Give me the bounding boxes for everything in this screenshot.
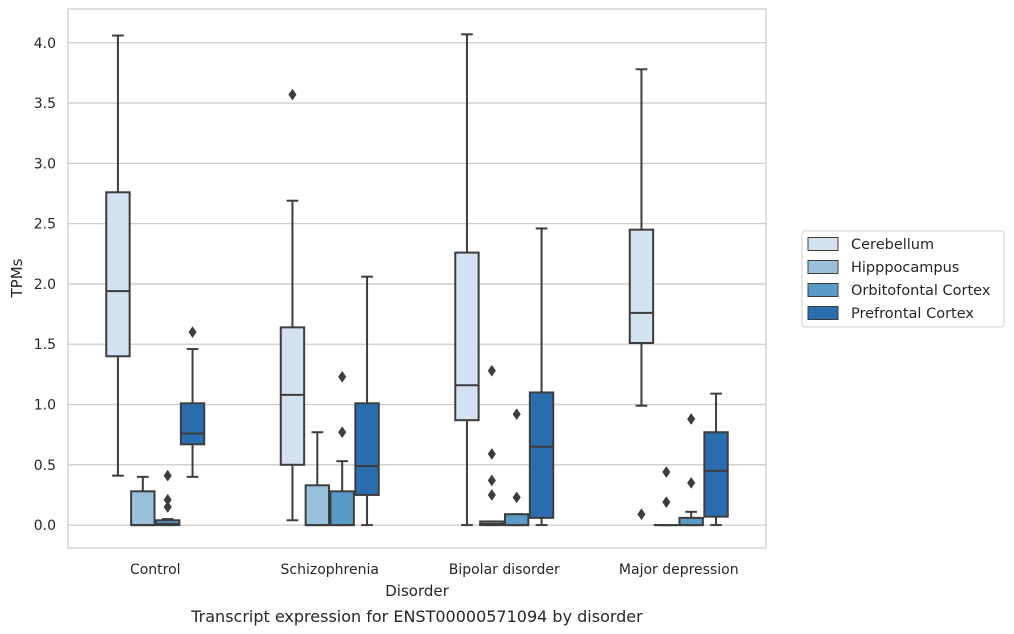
legend-swatch-prefrontal-cortex <box>807 306 839 320</box>
outlier-point <box>487 448 496 460</box>
legend: Cerebellum Hipppocampus Orbitofontal Corte… <box>801 230 1005 328</box>
y-tick-label: 1.5 <box>34 337 56 353</box>
y-tick-label: 2.0 <box>34 277 56 293</box>
legend-swatch-hipppocampus <box>807 260 839 274</box>
x-tick-labels: Control Schizophrenia Bipolar disorder Majo… <box>130 562 739 578</box>
outlier-point <box>487 364 496 377</box>
x-tick-label: Bipolar disorder <box>449 562 560 578</box>
box-iqr <box>105 191 131 358</box>
outlier-point <box>512 491 521 504</box>
legend-label-hipppocampus: Hipppocampus <box>851 260 959 276</box>
outlier-point <box>687 476 696 489</box>
y-tick-labels: 0.0 0.5 1.0 1.5 2.0 2.5 3.0 3.5 4.0 <box>34 36 56 534</box>
outlier-point <box>662 496 671 509</box>
legend-label-orbitofontal-cortex: Orbitofontal Cortex <box>851 283 991 299</box>
box-control-cerebellum <box>105 34 131 477</box>
outlier-point <box>338 370 347 383</box>
outlier-point <box>487 474 496 487</box>
box-major-depression-hipppocampus <box>653 466 680 527</box>
box-schizophrenia-hipppocampus <box>304 431 331 527</box>
y-tick-label: 4.0 <box>34 36 56 52</box>
box-iqr <box>628 228 655 345</box>
y-tick-label: 0.5 <box>34 458 56 474</box>
outlier-point <box>288 88 297 101</box>
outlier-point <box>637 508 646 521</box>
outlier-point <box>163 501 172 513</box>
legend-label-cerebellum: Cerebellum <box>851 237 934 253</box>
box-bipolar-disorder-hipppocampus <box>479 364 505 527</box>
box-major-depression-cerebellum <box>628 68 655 521</box>
box-control-orbitofontal-cortex <box>154 469 181 527</box>
outlier-point <box>487 489 496 501</box>
legend-swatch-orbitofontal-cortex <box>807 283 839 297</box>
outlier-point <box>512 408 521 421</box>
outlier-point <box>188 326 197 339</box>
box-bipolar-disorder-cerebellum <box>454 33 480 527</box>
box-iqr <box>279 326 306 466</box>
box-bipolar-disorder-orbitofontal-cortex <box>503 408 530 527</box>
box-control-prefrontal-cortex <box>179 326 206 478</box>
legend-swatch-cerebellum <box>807 237 839 251</box>
box-iqr <box>354 402 380 496</box>
x-axis-title: Disorder <box>385 582 449 600</box>
outlier-point <box>662 466 671 478</box>
x-tick-label: Major depression <box>619 562 739 578</box>
box-control-hipppocampus <box>130 475 156 527</box>
boxplots <box>105 33 729 527</box>
box-iqr <box>503 513 530 527</box>
box-iqr <box>703 431 729 518</box>
box-iqr <box>678 516 704 527</box>
outlier-point <box>163 493 172 506</box>
box-iqr <box>528 391 555 519</box>
x-tick-label: Control <box>130 562 181 578</box>
box-major-depression-orbitofontal-cortex <box>678 413 704 527</box>
box-iqr <box>304 484 331 527</box>
outlier-point <box>687 413 696 425</box>
box-iqr <box>179 402 206 446</box>
y-tick-label: 2.5 <box>34 217 56 233</box>
y-tick-label: 0.0 <box>34 518 56 534</box>
y-tick-label: 3.5 <box>34 96 56 112</box>
box-schizophrenia-prefrontal-cortex <box>354 275 380 527</box>
box-iqr <box>130 490 156 527</box>
outlier-point <box>338 426 347 439</box>
outlier-point <box>163 469 172 482</box>
x-tick-label: Schizophrenia <box>281 562 379 578</box>
box-schizophrenia-cerebellum <box>279 88 306 522</box>
plot-area-frame <box>67 8 767 549</box>
box-iqr <box>329 490 355 527</box>
y-axis-title: TPMs <box>8 258 26 298</box>
figure-caption: Transcript expression for ENST0000057109… <box>190 607 643 626</box>
box-major-depression-prefrontal-cortex <box>703 392 729 527</box>
y-tick-label: 1.0 <box>34 398 56 414</box>
y-tick-label: 3.0 <box>34 156 56 172</box>
box-iqr <box>454 251 480 422</box>
box-bipolar-disorder-prefrontal-cortex <box>528 227 555 527</box>
box-schizophrenia-orbitofontal-cortex <box>329 370 355 527</box>
box-iqr <box>154 519 181 527</box>
legend-frame <box>801 230 1005 328</box>
legend-label-prefrontal-cortex: Prefrontal Cortex <box>851 306 974 322</box>
